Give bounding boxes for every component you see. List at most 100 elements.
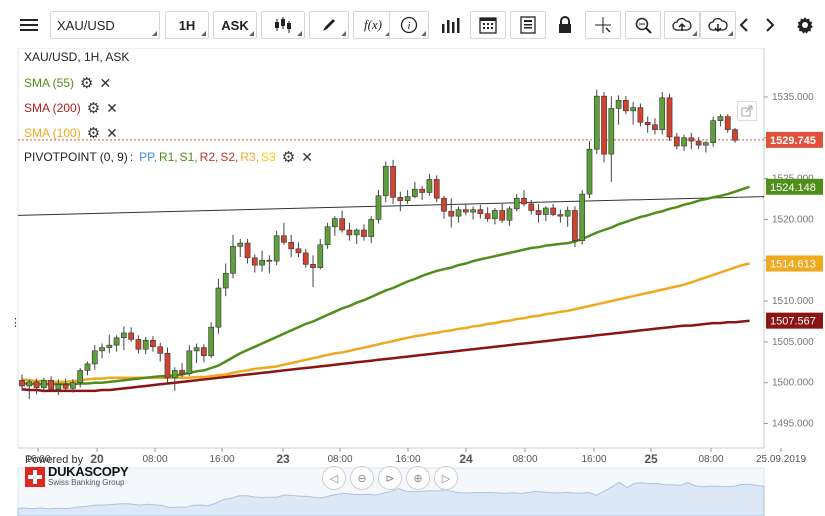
candle-body: [703, 142, 709, 146]
candle-body: [295, 248, 302, 254]
swiss-cross-icon: [25, 466, 45, 487]
candle-body: [550, 207, 556, 215]
candle-body: [564, 210, 571, 217]
price-label-bg: [766, 131, 823, 148]
volume-button[interactable]: [433, 11, 467, 39]
candle-body: [615, 99, 622, 109]
report-button[interactable]: [510, 11, 546, 39]
candle-body: [40, 379, 47, 388]
candle-body: [317, 244, 324, 268]
gear-icon[interactable]: ⚙: [86, 100, 101, 117]
function-button[interactable]: f(x): [353, 11, 393, 39]
volume-bars-icon: [442, 18, 460, 33]
close-icon[interactable]: ✕: [106, 124, 118, 141]
crosshair-button[interactable]: [585, 11, 621, 39]
x-tick-label: 24: [459, 452, 473, 466]
calendar-icon: [479, 17, 497, 34]
candle-body: [732, 129, 738, 141]
zoom-in-icon: ⊕: [413, 472, 423, 485]
candle-body: [193, 347, 200, 352]
candle-body: [659, 97, 666, 130]
price-label-bg: [766, 178, 823, 195]
pivot-item-s2: S2,: [220, 150, 239, 164]
candle-body: [572, 210, 578, 241]
chart-nav-bar: ◁ ⊖ ⊳ ⊕ ▷: [322, 466, 458, 490]
y-tick-label: 1500.000: [772, 378, 814, 389]
download-button[interactable]: [700, 11, 736, 39]
candle-body: [717, 116, 724, 121]
hamburger-menu-icon: [20, 19, 38, 31]
draw-button[interactable]: [309, 11, 349, 39]
candle-body: [310, 264, 316, 268]
price-label-text: 1507.567: [770, 316, 816, 328]
candle-body: [164, 353, 171, 379]
side-button[interactable]: ASK: [213, 11, 257, 39]
candle-body: [346, 229, 353, 236]
y-tick-label: 1520.000: [772, 214, 814, 225]
candle-body: [186, 350, 193, 375]
expand-button[interactable]: [737, 101, 757, 121]
close-icon[interactable]: ✕: [99, 74, 112, 91]
pivot-items: PP, R1, S1, R2, S2, R3, S3: [139, 150, 276, 164]
arrow-right-icon: [766, 18, 775, 32]
zoom-out-button[interactable]: ⊖: [350, 466, 374, 490]
pivot-item-r1: R1,: [158, 150, 178, 164]
svg-text:i: i: [407, 20, 410, 32]
drag-handle-icon[interactable]: ⋮: [10, 317, 21, 329]
symbol-input[interactable]: XAU/USD: [50, 11, 160, 39]
candle-body: [441, 197, 447, 212]
pivot-item-r2: R2,: [199, 150, 219, 164]
candle-body: [142, 339, 149, 350]
candle-body: [673, 136, 680, 147]
fit-icon: ⊳: [385, 472, 395, 485]
chart-area[interactable]: 1495.0001500.0001505.0001510.0001515.000…: [0, 48, 825, 516]
function-icon: f(x): [363, 17, 383, 32]
info-button[interactable]: i: [389, 11, 429, 39]
pivot-item-s3: S3: [261, 150, 276, 164]
candle-body: [208, 326, 215, 357]
candle-body: [135, 339, 142, 350]
candle-body: [84, 363, 91, 371]
candle-body: [623, 99, 629, 112]
candle-body: [99, 347, 105, 352]
candle-body: [448, 210, 455, 217]
reset-zoom-button[interactable]: ⊳: [378, 466, 402, 490]
close-icon[interactable]: ✕: [106, 99, 118, 116]
zoom-in-button[interactable]: ⊕: [406, 466, 430, 490]
candle-body: [390, 166, 396, 198]
lock-button[interactable]: [550, 11, 580, 39]
calendar-button[interactable]: [470, 11, 506, 39]
pan-right-button[interactable]: ▷: [434, 466, 458, 490]
settings-button[interactable]: [792, 11, 818, 39]
price-chart[interactable]: 1495.0001500.0001505.0001510.0001515.000…: [0, 48, 825, 516]
gear-icon[interactable]: ⚙: [80, 75, 94, 92]
zoom-button[interactable]: [625, 11, 661, 39]
upload-button[interactable]: [664, 11, 700, 39]
candle-body: [48, 379, 54, 390]
candle-body: [332, 218, 338, 228]
pan-left-button[interactable]: ◁: [322, 466, 346, 490]
candle-body: [91, 350, 98, 365]
candle-body: [324, 226, 331, 246]
candle-body: [251, 257, 258, 266]
hamburger-menu-icon[interactable]: [12, 11, 46, 39]
chart-type-button[interactable]: [261, 11, 305, 39]
gear-icon[interactable]: ⚙: [86, 125, 101, 142]
triangle-left-icon: ◁: [329, 472, 339, 485]
price-label-bg: [766, 255, 823, 272]
candle-body: [19, 379, 25, 387]
y-tick-label: 1535.000: [772, 92, 814, 103]
timeframe-button[interactable]: 1H: [165, 11, 209, 39]
candle-body: [586, 148, 593, 195]
candle-body: [404, 196, 411, 201]
scroll-left-button[interactable]: [734, 11, 754, 39]
candle-body: [368, 219, 375, 237]
candle-body: [150, 339, 156, 348]
candle-body: [62, 384, 69, 389]
candle-body: [361, 229, 367, 237]
scroll-right-button[interactable]: [760, 11, 780, 39]
close-icon[interactable]: ✕: [301, 148, 313, 165]
gear-icon[interactable]: ⚙: [281, 149, 296, 166]
download-cloud-icon: [708, 17, 728, 33]
candle-body: [637, 107, 644, 123]
